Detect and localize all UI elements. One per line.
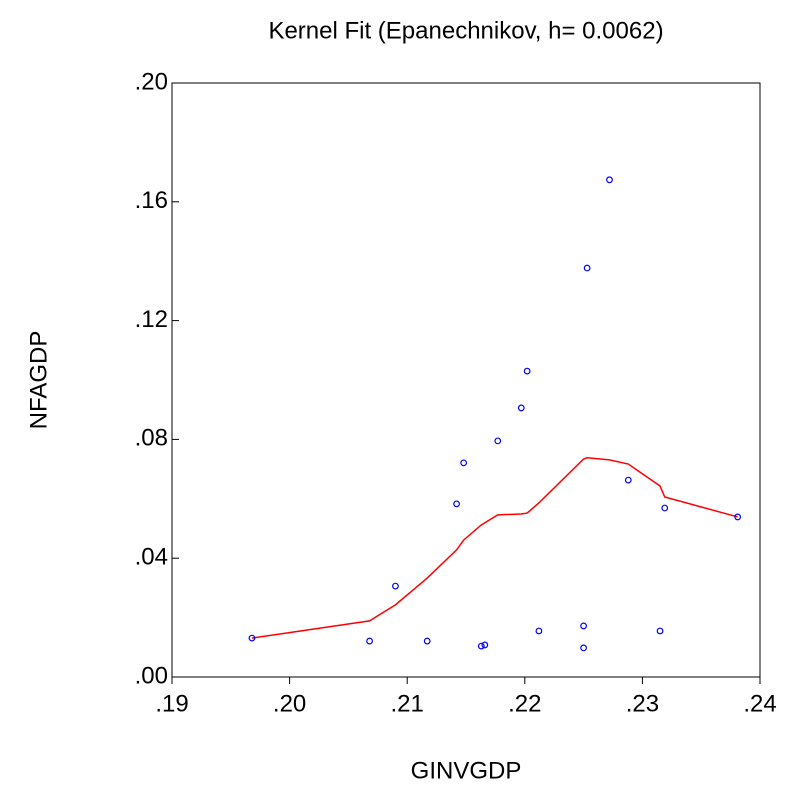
y-tick-label: .04	[135, 544, 168, 571]
y-axis-label: NFAGDP	[25, 331, 52, 430]
scatter-point	[580, 644, 587, 652]
y-tick-label: .20	[135, 68, 168, 95]
scatter-point	[453, 500, 460, 508]
x-tick-label: .22	[508, 690, 541, 717]
x-tick-label: .21	[391, 690, 424, 717]
y-tick-label: .00	[135, 662, 168, 689]
scatter-point	[392, 582, 399, 590]
y-tick-label: .08	[135, 425, 168, 452]
scatter-point	[580, 622, 587, 630]
y-tick-label: .16	[135, 187, 168, 214]
x-tick-label: .20	[273, 690, 306, 717]
scatter-point	[517, 404, 525, 412]
scatter-point	[535, 627, 543, 635]
scatter-point	[481, 641, 489, 649]
scatter-point	[624, 476, 632, 484]
scatter-point	[248, 634, 256, 642]
x-axis-label: GINVGDP	[411, 757, 522, 784]
scatter-point	[477, 642, 485, 650]
x-tick-label: .24	[743, 690, 776, 717]
scatter-point	[366, 637, 373, 645]
scatter-point	[661, 504, 669, 512]
scatter-point	[423, 637, 431, 645]
x-tick-label: .19	[155, 690, 188, 717]
scatter-point	[583, 264, 591, 272]
y-tick-label: .12	[135, 306, 168, 333]
chart-title: Kernel Fit (Epanechnikov, h= 0.0062)	[268, 17, 663, 44]
scatter-point	[734, 513, 742, 521]
scatter-point	[523, 367, 531, 375]
scatter-point	[460, 459, 468, 467]
plot-frame	[171, 82, 761, 678]
scatter-point	[494, 437, 502, 445]
kernel-fit-line	[251, 457, 738, 639]
scatter-point	[606, 176, 613, 184]
scatter-point	[656, 627, 664, 635]
x-tick-label: .23	[626, 690, 659, 717]
